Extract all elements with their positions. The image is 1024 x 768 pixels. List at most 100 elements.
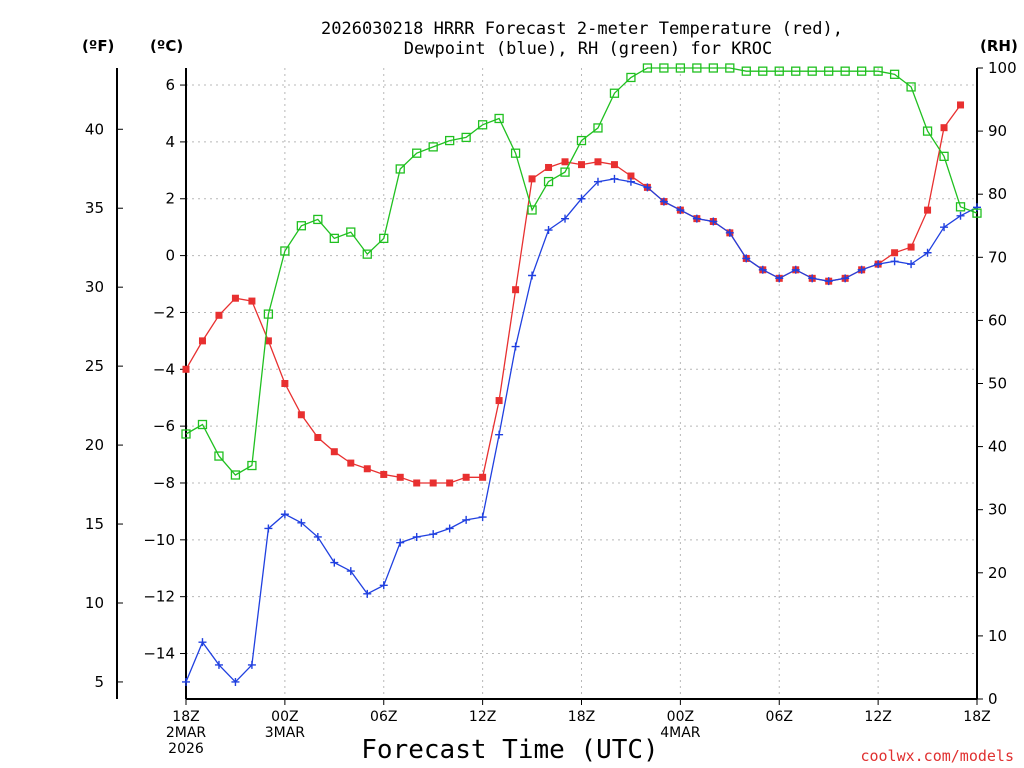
rh-tick-label: 70 xyxy=(988,248,1007,266)
temperature-point xyxy=(924,206,932,214)
rh-point xyxy=(774,66,784,76)
rh-point xyxy=(412,148,422,158)
time-tick-label: 12Z xyxy=(864,709,891,725)
temperature-point xyxy=(446,479,454,487)
dewpoint-point xyxy=(692,214,701,223)
temperature-point xyxy=(281,380,289,387)
temperature-point xyxy=(545,163,553,171)
series-open-square xyxy=(181,63,982,480)
celsius-tick-label: 0 xyxy=(165,247,175,265)
temperature-point xyxy=(512,286,520,294)
dewpoint-point xyxy=(346,567,355,576)
dewpoint-point xyxy=(626,177,635,186)
rh-tick-label: 50 xyxy=(988,375,1007,393)
temperature-point xyxy=(347,459,355,467)
celsius-tick-label: 6 xyxy=(165,76,175,94)
rh-point xyxy=(824,66,834,76)
tick-labels: 6420−2−4−6−8−10−12−144035302520151051009… xyxy=(85,59,1017,757)
temperature-line xyxy=(185,104,962,484)
temperature-point xyxy=(429,479,437,487)
rh-tick-label: 90 xyxy=(988,122,1007,140)
time-tick-label: 00Z xyxy=(271,709,298,725)
dewpoint-point xyxy=(214,660,223,669)
temperature-point xyxy=(578,161,585,169)
rh-point xyxy=(510,148,521,158)
temperature-point xyxy=(215,311,223,319)
dewpoint-point xyxy=(182,677,190,686)
dewpoint-point xyxy=(610,174,619,183)
temperature-point xyxy=(479,473,487,481)
rh-point xyxy=(708,63,718,73)
rh-point xyxy=(247,460,257,471)
dewpoint-point xyxy=(429,530,438,539)
dewpoint-point xyxy=(478,513,487,522)
dewpoint-point xyxy=(264,524,273,533)
temperature-point xyxy=(198,337,206,345)
dewpoint-point xyxy=(973,203,981,212)
temperature-point xyxy=(610,161,618,169)
temperature-point xyxy=(907,243,915,251)
temperature-point xyxy=(297,411,305,419)
chart-title-line2: Dewpoint (blue), RH (green) for KROC xyxy=(404,39,772,59)
time-tick-label: 18Z xyxy=(963,709,990,725)
dewpoint-point xyxy=(297,518,306,527)
dewpoint-point xyxy=(544,226,553,235)
temperature-point xyxy=(248,297,256,305)
dewpoint-point xyxy=(593,177,602,186)
series-filled-square xyxy=(182,101,965,487)
rh-point xyxy=(280,246,290,256)
rh-point xyxy=(889,69,900,79)
dewpoint-point xyxy=(462,515,471,524)
rh-tick-label: 10 xyxy=(988,627,1007,645)
rh-point xyxy=(477,120,488,130)
rh-point xyxy=(659,63,669,73)
time-tick-label: 18Z xyxy=(172,709,199,725)
rh-point xyxy=(922,126,933,136)
rh-point xyxy=(395,164,405,174)
celsius-tick-label: −4 xyxy=(153,360,175,378)
rh-point xyxy=(346,227,356,237)
dewpoint-point xyxy=(775,274,784,283)
rh-point xyxy=(791,66,801,76)
rh-point xyxy=(461,132,471,143)
rh-tick-label: 0 xyxy=(988,690,998,708)
fahrenheit-tick-label: 10 xyxy=(85,594,104,612)
celsius-tick-label: −14 xyxy=(143,645,175,663)
dewpoint-point xyxy=(742,254,751,263)
time-tick-label: 2MAR xyxy=(166,725,207,741)
temperature-point xyxy=(495,397,503,405)
dewpoint-point xyxy=(198,638,207,647)
rh-tick-label: 60 xyxy=(988,311,1007,329)
rh-point xyxy=(642,63,653,73)
dewpoint-point xyxy=(791,265,800,274)
dewpoint-point xyxy=(874,260,883,269)
celsius-tick-label: 4 xyxy=(165,133,175,151)
rh-point xyxy=(445,135,455,146)
dewpoint-point xyxy=(907,260,916,269)
dewpoint-point xyxy=(247,660,256,669)
dewpoint-point xyxy=(577,194,586,203)
fahrenheit-tick-label: 35 xyxy=(85,199,104,217)
temperature-point xyxy=(264,337,272,345)
dewpoint-point xyxy=(396,538,405,547)
fahrenheit-tick-label: 30 xyxy=(85,278,104,296)
temperature-point xyxy=(380,470,388,478)
dewpoint-point xyxy=(857,265,866,274)
rh-point xyxy=(955,202,966,212)
temperature-point xyxy=(528,175,536,183)
celsius-unit-label: (ºC) xyxy=(150,37,183,55)
rh-tick-label: 30 xyxy=(988,501,1007,519)
credit-link[interactable]: coolwx.com/models xyxy=(860,747,1014,765)
rh-point xyxy=(181,429,191,439)
rh-point xyxy=(494,113,504,124)
rh-point xyxy=(230,470,241,480)
rh-point xyxy=(576,135,587,146)
fahrenheit-tick-label: 5 xyxy=(94,673,104,691)
rh-point xyxy=(939,151,949,161)
dewpoint-point xyxy=(495,430,504,439)
celsius-tick-label: −8 xyxy=(153,474,175,492)
celsius-tick-label: −12 xyxy=(143,588,175,606)
temperature-point xyxy=(413,479,421,487)
temperature-point xyxy=(891,249,899,257)
